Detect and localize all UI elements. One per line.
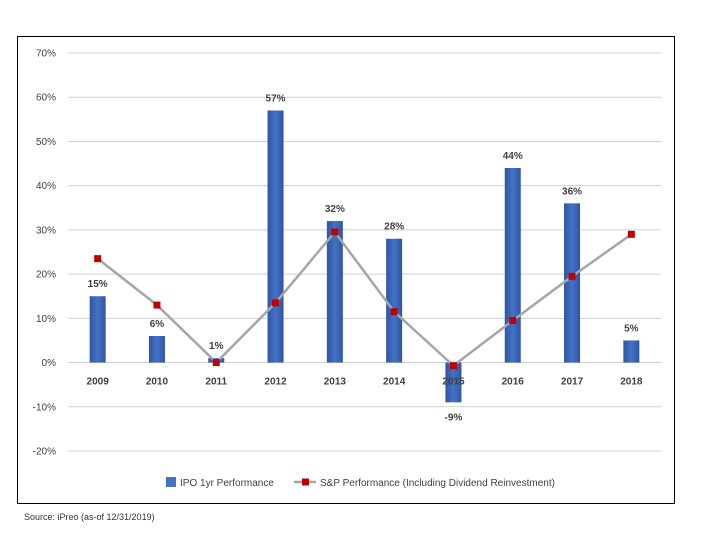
x-tick-label: 2017 <box>561 377 584 388</box>
legend-bar-swatch <box>166 477 176 487</box>
bar-data-label: 1% <box>209 341 224 352</box>
bar-data-label: 57% <box>266 93 286 104</box>
sp-marker <box>568 272 576 280</box>
x-tick-label: 2012 <box>264 377 287 388</box>
bar-series <box>89 110 640 403</box>
sp-marker <box>627 230 635 238</box>
ipo-vs-sp-chart: -20% -10% 0% 10% 20% 30% 40% 50% 60% 70% 2009 2010… <box>33 49 661 489</box>
bar-data-label: 28% <box>384 222 404 233</box>
y-tick-label: 40% <box>36 181 56 192</box>
x-tick-label: 2010 <box>146 377 169 388</box>
bar <box>445 362 462 403</box>
sp-marker <box>153 301 161 309</box>
x-axis-ticks: 2009 2010 2011 2012 2013 2014 2015 2016 2017 2018 <box>87 377 643 388</box>
bar <box>564 203 581 363</box>
bar <box>148 336 165 363</box>
sp-marker <box>94 255 102 263</box>
source-note: Source: iPreo (as-of 12/31/2019) <box>24 512 155 522</box>
x-tick-label: 2016 <box>502 377 525 388</box>
sp-marker <box>449 362 457 370</box>
y-tick-label: 0% <box>42 358 57 369</box>
bar <box>326 221 343 363</box>
sp-line <box>96 230 633 368</box>
y-tick-label: 10% <box>36 314 56 325</box>
bar <box>504 167 521 363</box>
legend-bar-label: IPO 1yr Performance <box>180 478 274 489</box>
legend-marker-swatch <box>302 478 309 486</box>
y-tick-label: 50% <box>36 137 56 148</box>
bar <box>623 340 640 363</box>
y-tick-label: 70% <box>36 49 56 60</box>
x-tick-label: 2013 <box>324 377 347 388</box>
bar <box>267 110 284 363</box>
gridlines <box>68 52 661 452</box>
bar-data-label: 6% <box>150 319 165 330</box>
y-axis-ticks: -20% -10% 0% 10% 20% 30% 40% 50% 60% 70% <box>33 49 56 458</box>
y-tick-label: 30% <box>36 225 56 236</box>
bar <box>89 296 106 363</box>
line-series <box>94 228 635 370</box>
bar-data-label: 5% <box>624 323 639 334</box>
x-tick-label: 2009 <box>87 377 110 388</box>
x-tick-label: 2014 <box>383 377 406 388</box>
sp-marker <box>331 228 339 236</box>
bar-data-label: 15% <box>88 279 108 290</box>
y-tick-label: 20% <box>36 270 56 281</box>
bar-data-label: 32% <box>325 204 345 215</box>
x-tick-label: 2015 <box>442 377 465 388</box>
sp-marker <box>390 308 398 316</box>
legend-line-label: S&P Performance (Including Dividend Rein… <box>320 478 555 489</box>
sp-marker <box>509 317 517 325</box>
y-tick-label: -20% <box>33 447 56 458</box>
sp-marker <box>272 299 280 307</box>
bar <box>386 238 403 363</box>
y-tick-label: 60% <box>36 93 56 104</box>
x-tick-label: 2018 <box>620 377 643 388</box>
y-tick-label: -10% <box>33 402 56 413</box>
bar-data-label: 44% <box>503 151 523 162</box>
chart-frame: -20% -10% 0% 10% 20% 30% 40% 50% 60% 70% 2009 2010… <box>17 36 675 504</box>
data-labels: 15% 6% 1% 57% 32% 28% -9% 44% 36% 5% <box>88 93 639 423</box>
legend: IPO 1yr Performance S&P Performance (Incl… <box>166 477 555 489</box>
bar-data-label: -9% <box>445 412 463 423</box>
bar-data-label: 36% <box>562 186 582 197</box>
x-tick-label: 2011 <box>205 377 227 388</box>
sp-marker <box>212 359 220 367</box>
